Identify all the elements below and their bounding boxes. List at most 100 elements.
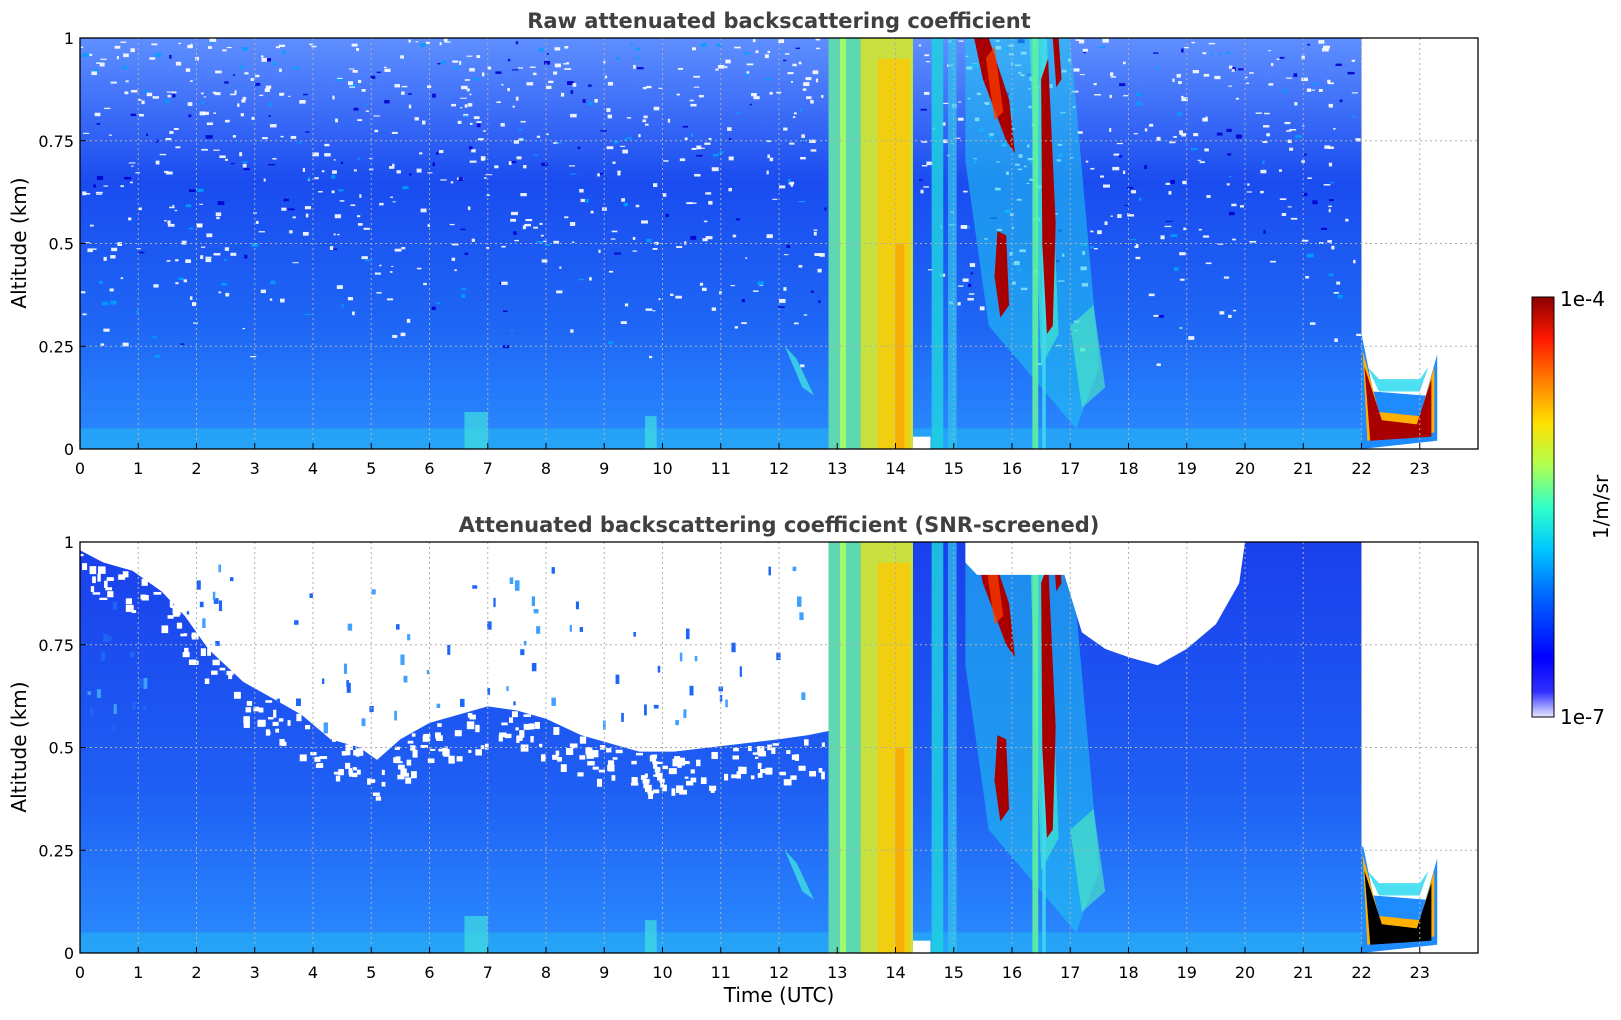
noise-pixel [191, 302, 196, 307]
noise-pixel [541, 259, 548, 263]
noise-pixel [389, 166, 395, 169]
noise-pixel [85, 242, 91, 244]
signal-fragment [395, 624, 400, 630]
noise-pixel [1153, 52, 1159, 54]
noise-pixel [1312, 82, 1318, 86]
mask-fragment [448, 755, 455, 764]
x-tick-label: 5 [366, 963, 376, 982]
noise-pixel [390, 196, 393, 198]
noise-pixel [476, 123, 481, 128]
noise-pixel [1165, 182, 1171, 185]
noise-pixel [421, 44, 425, 48]
noise-pixel [451, 257, 456, 261]
noise-pixel [337, 233, 340, 236]
noise-pixel [588, 84, 592, 87]
noise-pixel [590, 210, 594, 214]
noise-pixel [230, 93, 236, 96]
noise-pixel [1281, 213, 1287, 217]
mask-fragment [319, 756, 328, 760]
noise-pixel [461, 294, 466, 299]
mask-fragment [657, 761, 664, 765]
noise-pixel [427, 224, 430, 227]
mask-fragment [653, 789, 660, 794]
noise-pixel [554, 63, 562, 68]
mask-fragment [783, 779, 792, 786]
noise-pixel [752, 39, 756, 43]
noise-pixel [1118, 155, 1123, 158]
noise-pixel [957, 117, 964, 121]
mask-fragment [539, 743, 543, 747]
noise-pixel [689, 99, 694, 102]
mask-fragment [679, 789, 687, 795]
signal-fragment [394, 710, 397, 721]
noise-pixel [1110, 215, 1113, 217]
noise-pixel [332, 95, 335, 100]
colorbar-max-label: 1e-4 [1560, 287, 1605, 311]
noise-pixel [464, 252, 469, 256]
noise-pixel [494, 165, 499, 169]
noise-pixel [503, 310, 508, 313]
noise-pixel [696, 145, 702, 150]
noise-pixel [1336, 281, 1341, 285]
signal-fragment [533, 609, 539, 614]
noise-pixel [676, 93, 681, 96]
noise-pixel [662, 193, 667, 197]
noise-pixel [1223, 276, 1230, 279]
noise-pixel [1327, 82, 1334, 85]
noise-pixel [288, 95, 291, 97]
signal-fragment [407, 634, 411, 641]
noise-pixel [431, 306, 436, 310]
noise-pixel [803, 314, 808, 316]
signal-fragment [796, 596, 802, 607]
noise-pixel [1170, 234, 1178, 237]
noise-pixel [1090, 230, 1094, 233]
noise-pixel [616, 57, 620, 61]
mask-fragment [131, 610, 137, 613]
noise-pixel [1094, 94, 1102, 96]
noise-pixel [169, 131, 174, 134]
noise-pixel [1229, 65, 1233, 69]
noise-pixel [279, 92, 285, 96]
mask-fragment [750, 775, 755, 780]
noise-pixel [206, 233, 213, 238]
mask-fragment [172, 607, 179, 615]
mask-fragment [611, 775, 616, 781]
fog-core [895, 243, 905, 449]
noise-pixel [376, 292, 382, 294]
noise-pixel [788, 178, 791, 183]
noise-pixel [333, 233, 336, 236]
noise-pixel [268, 164, 276, 166]
noise-pixel [1323, 45, 1331, 49]
noise-pixel [392, 334, 398, 338]
noise-pixel [719, 291, 722, 295]
noise-pixel [667, 118, 671, 123]
noise-pixel [1289, 128, 1297, 131]
noise-pixel [665, 213, 669, 217]
noise-pixel [251, 116, 255, 120]
noise-pixel [608, 270, 614, 273]
noise-pixel [699, 282, 704, 286]
noise-pixel [1188, 336, 1195, 340]
noise-pixel [125, 80, 129, 83]
noise-pixel [356, 215, 361, 218]
mask-fragment [804, 739, 809, 746]
noise-pixel [670, 293, 674, 297]
noise-pixel [620, 145, 626, 147]
noise-pixel [693, 86, 700, 88]
mask-fragment [275, 728, 280, 733]
noise-pixel [255, 220, 259, 224]
mask-fragment [122, 571, 129, 578]
mask-fragment [233, 691, 241, 699]
noise-pixel [92, 69, 98, 73]
mask-fragment [644, 773, 648, 778]
surface-plume [464, 412, 488, 449]
signal-fragment [472, 585, 478, 589]
noise-pixel [645, 308, 653, 311]
noise-pixel [518, 138, 524, 141]
noise-pixel [921, 141, 928, 143]
mask-fragment [278, 718, 284, 722]
noise-pixel [443, 38, 448, 42]
noise-pixel [314, 177, 319, 180]
noise-pixel [466, 88, 470, 92]
noise-pixel [798, 61, 802, 65]
